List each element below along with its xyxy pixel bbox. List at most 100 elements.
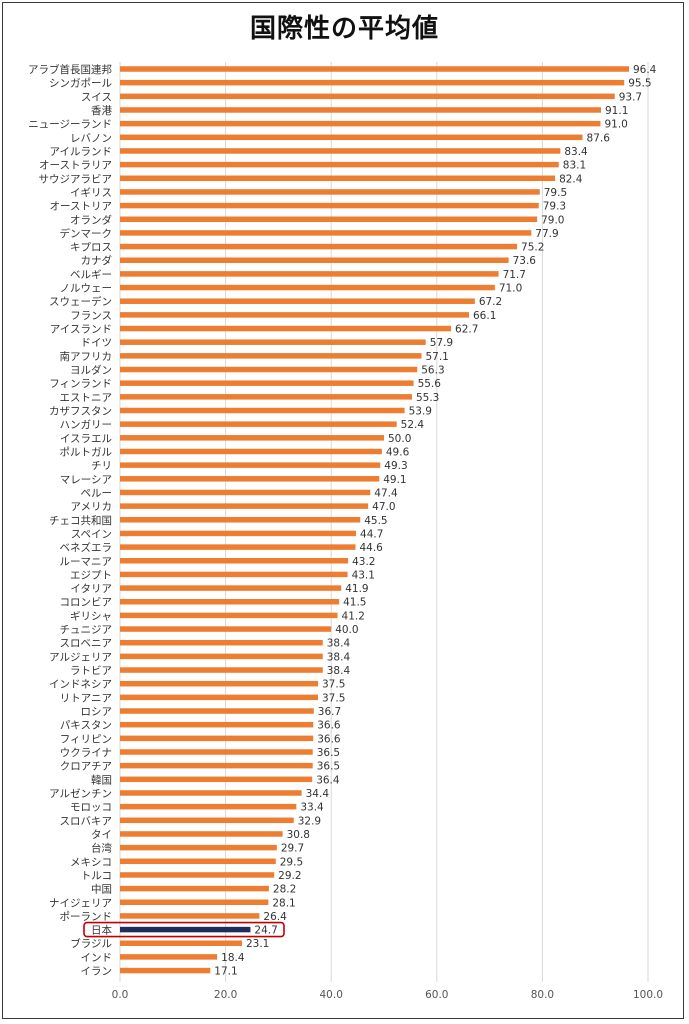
bar — [120, 844, 277, 851]
value-label: 43.1 — [352, 569, 375, 581]
category-label: スロベニア — [60, 638, 113, 650]
bar — [120, 366, 418, 373]
value-label: 28.2 — [273, 884, 296, 896]
bar — [120, 161, 559, 168]
category-label: インド — [81, 952, 113, 964]
category-label: スロバキア — [60, 815, 113, 827]
value-label: 50.0 — [388, 433, 411, 445]
bar — [120, 421, 397, 427]
category-label: フィリピン — [60, 733, 112, 745]
value-label: 24.7 — [254, 925, 277, 937]
x-tick-label: 20.0 — [214, 989, 237, 1001]
value-label: 55.3 — [416, 392, 439, 404]
bar — [120, 585, 342, 591]
category-label: シンガポール — [49, 78, 112, 90]
bar — [120, 803, 297, 810]
value-label: 36.4 — [316, 774, 340, 786]
bar — [120, 107, 602, 113]
bar — [120, 940, 242, 946]
value-label: 40.0 — [335, 624, 358, 636]
category-label: アメリカ — [71, 501, 112, 513]
category-label: イタリア — [70, 583, 112, 595]
category-label: アイルランド — [50, 146, 112, 158]
value-label: 82.4 — [559, 173, 583, 185]
value-label: 83.4 — [564, 146, 588, 158]
bar — [120, 872, 275, 878]
category-label: スペイン — [71, 528, 112, 540]
bar — [120, 653, 323, 660]
category-label: フィンランド — [49, 378, 112, 390]
bar — [120, 831, 283, 837]
value-label: 47.4 — [374, 487, 398, 499]
category-label: アルジェリア — [49, 651, 112, 663]
category-label: ギリシャ — [70, 610, 112, 622]
value-label: 41.9 — [345, 583, 368, 595]
bar — [120, 517, 361, 523]
x-tick-label: 0.0 — [112, 989, 129, 1001]
bar — [120, 462, 381, 468]
category-label: ルーマニア — [60, 556, 113, 568]
value-label: 49.6 — [386, 446, 410, 458]
value-label: 49.3 — [384, 460, 407, 472]
category-label: オーストリア — [50, 201, 112, 213]
category-label: イスラエル — [60, 433, 112, 445]
bar — [120, 680, 318, 687]
category-label: 韓国 — [91, 774, 112, 786]
value-label: 66.1 — [473, 310, 496, 322]
value-label: 29.2 — [278, 870, 301, 882]
value-label: 38.4 — [327, 665, 351, 677]
category-label: スイス — [81, 91, 112, 103]
category-label: キプロス — [70, 242, 112, 254]
value-label: 18.4 — [221, 952, 245, 964]
category-label: ポーランド — [60, 911, 113, 923]
category-label: ベルギー — [70, 269, 112, 281]
bar — [120, 749, 313, 755]
bar — [120, 353, 422, 359]
bar — [120, 817, 294, 824]
value-label: 38.4 — [327, 638, 351, 650]
bar — [120, 612, 338, 619]
value-label: 56.3 — [421, 365, 444, 377]
category-label: レバノン — [70, 132, 112, 144]
bar — [120, 544, 356, 550]
chart-title: 国際性の平均値 — [249, 14, 439, 44]
highlight-box — [83, 921, 285, 938]
bar — [120, 776, 313, 783]
value-label: 71.0 — [499, 283, 522, 295]
bar — [120, 967, 211, 974]
bar — [120, 66, 629, 72]
category-label: ラトビア — [70, 665, 112, 677]
bar — [120, 489, 371, 496]
category-label: アイスランド — [50, 324, 112, 336]
category-label: フランス — [70, 310, 112, 322]
value-label: 36.7 — [318, 706, 341, 718]
bar — [120, 134, 583, 141]
category-label: ベネズエラ — [60, 541, 113, 554]
bar — [120, 954, 218, 960]
category-label: ドイツ — [81, 337, 113, 349]
bar — [120, 120, 601, 127]
x-tick-label: 80.0 — [531, 989, 554, 1001]
value-label: 23.1 — [246, 938, 269, 950]
bar — [120, 721, 314, 728]
bar — [120, 667, 323, 673]
bar — [120, 735, 314, 742]
category-label: 香港 — [91, 105, 112, 117]
bar — [120, 216, 538, 223]
bar — [120, 298, 475, 304]
bar — [120, 380, 414, 386]
category-label: コロンビア — [60, 597, 113, 609]
category-label: モロッコ — [70, 802, 112, 814]
value-label: 95.5 — [628, 78, 651, 90]
bar — [120, 325, 452, 332]
category-label: ニュージーランド — [28, 119, 112, 131]
bar — [120, 175, 556, 182]
bar — [120, 639, 323, 646]
value-label: 53.9 — [409, 406, 432, 418]
value-label: 49.1 — [383, 474, 406, 486]
value-label: 79.5 — [544, 187, 567, 199]
bar — [120, 899, 269, 906]
bar — [120, 339, 426, 345]
